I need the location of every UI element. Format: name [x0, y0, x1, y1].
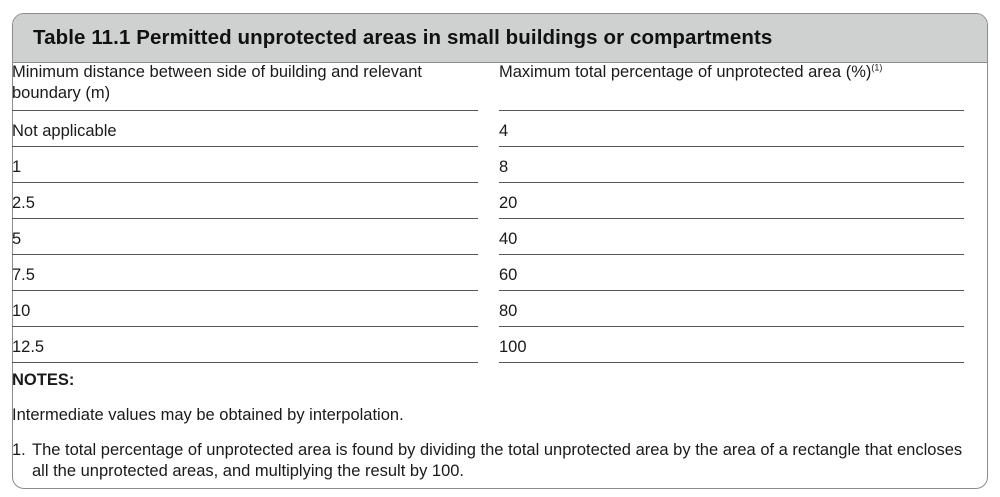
percentage-cell: 100	[499, 327, 964, 363]
table-row: 1 8	[12, 147, 964, 183]
note-intermediate: Intermediate values may be obtained by i…	[12, 406, 404, 424]
notes-heading: NOTES:	[12, 371, 75, 389]
table-title: Table 11.1 Permitted unprotected areas i…	[33, 26, 773, 49]
distance-cell: 12.5	[12, 327, 478, 363]
table-row: Not applicable 4	[12, 111, 964, 147]
table-row: 7.5 60	[12, 255, 964, 291]
table-frame: Table 11.1 Permitted unprotected areas i…	[12, 13, 988, 489]
table-row: 12.5 100	[12, 327, 964, 363]
note-1-text: The total percentage of unprotected area…	[32, 441, 963, 480]
data-table: Minimum distance between side of buildin…	[12, 62, 964, 363]
distance-cell: 2.5	[12, 183, 478, 219]
distance-cell: 5	[12, 219, 478, 255]
notes-section: NOTES: Intermediate values may be obtain…	[12, 370, 964, 482]
table-header-row: Minimum distance between side of buildin…	[12, 62, 964, 111]
table-row: 10 80	[12, 291, 964, 327]
note-1: 1. The total percentage of unprotected a…	[12, 440, 964, 482]
distance-cell: Not applicable	[12, 111, 478, 147]
distance-cell: 7.5	[12, 255, 478, 291]
table-row: 2.5 20	[12, 183, 964, 219]
percentage-cell: 80	[499, 291, 964, 327]
table-title-bar: Table 11.1 Permitted unprotected areas i…	[13, 14, 987, 63]
percentage-cell: 40	[499, 219, 964, 255]
percentage-cell: 60	[499, 255, 964, 291]
column-header-percentage: Maximum total percentage of unprotected …	[499, 62, 964, 111]
distance-cell: 10	[12, 291, 478, 327]
column-header-distance: Minimum distance between side of buildin…	[12, 62, 478, 111]
note-1-number: 1.	[12, 441, 26, 459]
footnote-ref: (1)	[871, 62, 883, 73]
distance-cell: 1	[12, 147, 478, 183]
table-row: 5 40	[12, 219, 964, 255]
percentage-cell: 20	[499, 183, 964, 219]
percentage-cell: 8	[499, 147, 964, 183]
column-header-percentage-label: Maximum total percentage of unprotected …	[499, 63, 872, 81]
percentage-cell: 4	[499, 111, 964, 147]
